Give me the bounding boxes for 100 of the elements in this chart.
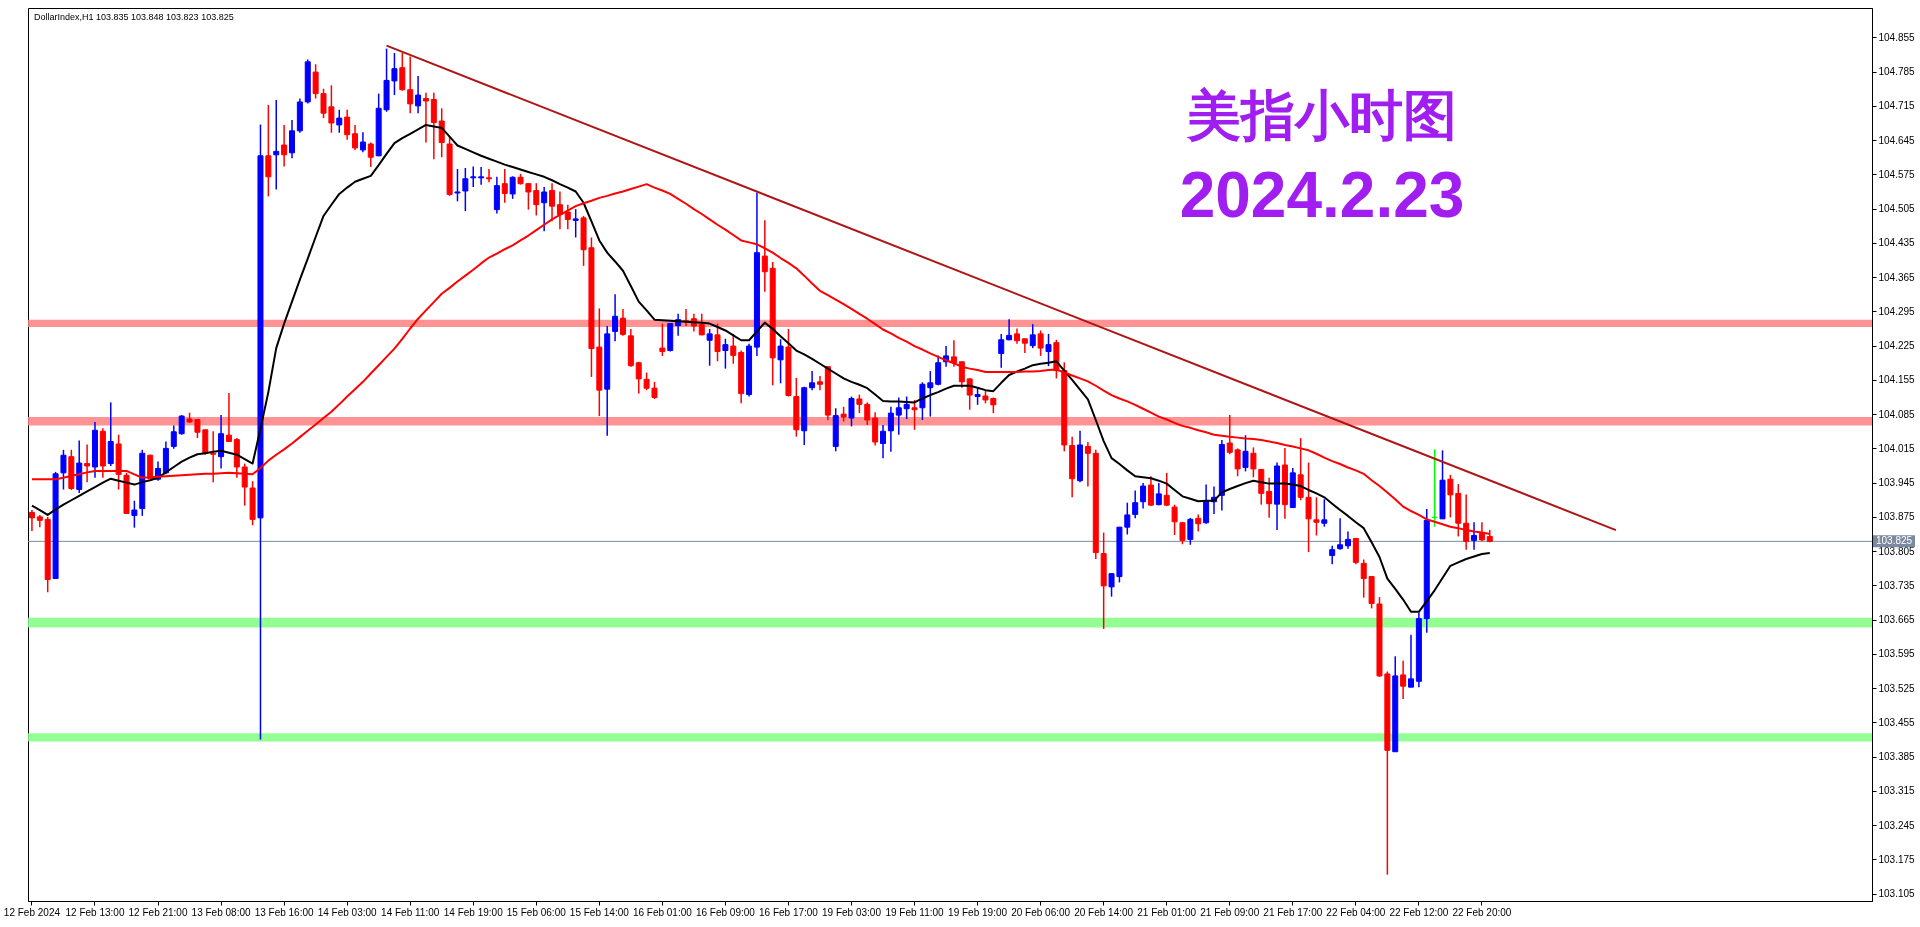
candlestick xyxy=(612,293,619,342)
y-tick-label: 104.505 xyxy=(1878,203,1916,215)
y-tick-label: 104.855 xyxy=(1878,31,1916,43)
candlestick xyxy=(911,399,918,431)
candlestick xyxy=(935,354,942,387)
candlestick xyxy=(1408,634,1414,688)
x-tick-label: 22 Feb 20:00 xyxy=(1452,906,1512,918)
x-tick-label: 19 Feb 19:00 xyxy=(948,906,1008,918)
candlestick xyxy=(1266,476,1273,519)
candlestick xyxy=(1037,329,1044,357)
x-tick-label: 13 Feb 16:00 xyxy=(254,906,315,918)
candlestick xyxy=(1163,472,1170,507)
y-tick-label: 103.525 xyxy=(1878,682,1916,694)
candlestick xyxy=(619,308,626,337)
y-tick-label: 103.315 xyxy=(1878,785,1916,797)
candlestick xyxy=(147,453,154,480)
x-tick-label: 19 Feb 03:00 xyxy=(822,906,882,918)
x-tick-label: 21 Feb 17:00 xyxy=(1263,906,1323,918)
candlestick xyxy=(486,168,492,183)
x-tick-label: 21 Feb 01:00 xyxy=(1137,906,1197,918)
candlestick xyxy=(1329,545,1336,566)
candlestick xyxy=(761,219,768,293)
candlestick xyxy=(1187,517,1194,546)
candlestick xyxy=(493,176,500,215)
x-tick-label: 19 Feb 11:00 xyxy=(885,906,945,918)
y-tick-label: 103.455 xyxy=(1878,716,1916,728)
y-tick-label: 103.595 xyxy=(1878,648,1916,660)
candlestick xyxy=(903,395,910,420)
candlestick xyxy=(352,124,359,151)
candlestick xyxy=(422,91,429,144)
candlestick xyxy=(872,411,879,447)
x-tick-label: 22 Feb 04:00 xyxy=(1326,906,1386,918)
candlestick xyxy=(541,186,548,232)
candlestick xyxy=(273,99,280,191)
candlestick xyxy=(1471,521,1478,551)
candlestick xyxy=(1400,660,1407,700)
y-tick-label: 103.175 xyxy=(1878,853,1916,865)
candlestick xyxy=(1337,517,1344,551)
candlestick xyxy=(438,107,445,158)
candlestick xyxy=(777,338,784,385)
candlestick xyxy=(1313,496,1320,537)
x-tick-label: 12 Feb 2024 xyxy=(3,906,61,918)
candlestick xyxy=(950,339,957,368)
candlestick xyxy=(344,109,351,141)
candlestick xyxy=(170,424,177,450)
y-tick-label: 104.435 xyxy=(1878,237,1916,249)
y-tick-label: 103.875 xyxy=(1878,511,1916,523)
y-tick-label: 103.665 xyxy=(1878,614,1916,626)
candlestick xyxy=(430,91,437,160)
candlestick xyxy=(218,414,225,470)
candlestick xyxy=(1321,498,1328,528)
x-tick-label: 20 Feb 06:00 xyxy=(1011,906,1071,918)
candlestick xyxy=(265,104,272,198)
candlestick xyxy=(1147,475,1154,507)
candlestick xyxy=(1029,323,1036,349)
x-tick-label: 20 Feb 14:00 xyxy=(1074,906,1134,918)
candlestick xyxy=(958,360,965,389)
y-tick-label: 104.365 xyxy=(1878,271,1916,283)
candlestick xyxy=(288,119,295,159)
y-tick-label: 104.015 xyxy=(1878,442,1916,454)
candlestick xyxy=(706,328,713,367)
x-tick-label: 22 Feb 12:00 xyxy=(1389,906,1449,918)
candlestick xyxy=(509,175,516,200)
candlestick xyxy=(1195,513,1202,533)
candlestick xyxy=(1242,434,1249,473)
x-tick-label: 14 Feb 11:00 xyxy=(381,906,440,918)
x-tick-label: 14 Feb 03:00 xyxy=(317,906,378,918)
x-tick-label: 21 Feb 09:00 xyxy=(1200,906,1260,918)
candlestick xyxy=(336,109,343,134)
candlestick xyxy=(131,499,138,529)
y-tick-label: 103.735 xyxy=(1878,579,1916,591)
candlestick xyxy=(415,75,422,114)
y-tick-label: 104.225 xyxy=(1878,340,1916,352)
candlestick xyxy=(714,322,721,363)
y-tick-label: 103.385 xyxy=(1878,751,1916,763)
candlestick xyxy=(659,322,666,357)
candlestick xyxy=(399,52,406,92)
x-tick-label: 12 Feb 13:00 xyxy=(65,906,125,918)
y-tick-label: 104.295 xyxy=(1878,305,1916,317)
candlestick xyxy=(1203,483,1210,525)
candlestick xyxy=(816,375,823,391)
x-tick-label: 15 Feb 14:00 xyxy=(569,906,630,918)
candlestick xyxy=(1132,489,1139,520)
candlestick xyxy=(998,333,1005,369)
x-tick-label: 13 Feb 08:00 xyxy=(191,906,251,918)
y-tick-label: 104.715 xyxy=(1878,100,1916,112)
candlestick xyxy=(698,313,705,337)
y-tick-label: 104.645 xyxy=(1878,134,1916,146)
x-tick-label: 12 Feb 21:00 xyxy=(128,906,188,918)
candlestick xyxy=(848,395,855,428)
y-tick-label: 103.105 xyxy=(1878,888,1916,900)
candlestick xyxy=(880,424,887,459)
candlestick xyxy=(1171,503,1178,536)
y-tick-label: 104.085 xyxy=(1878,408,1916,420)
x-tick-label: 16 Feb 01:00 xyxy=(632,906,693,918)
candlestick xyxy=(556,190,563,230)
candlestick xyxy=(564,203,571,230)
candlestick xyxy=(210,430,217,483)
candlestick xyxy=(60,449,67,491)
x-tick-label: 15 Feb 06:00 xyxy=(506,906,567,918)
